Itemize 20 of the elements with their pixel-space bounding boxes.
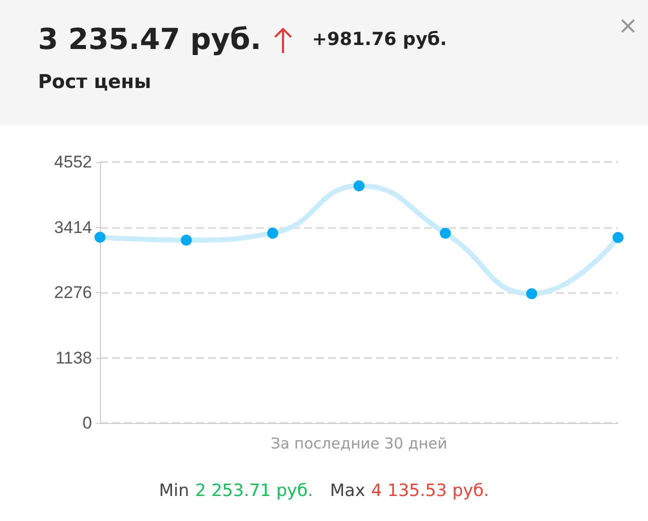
text: Max: [330, 481, 366, 501]
y-tick-label: 3414: [54, 218, 92, 237]
text: Min: [158, 481, 190, 501]
text: 4 135.53 руб.: [371, 481, 490, 501]
point: [526, 288, 538, 300]
chart-subtitle: Рост цены: [38, 71, 152, 93]
point: [267, 228, 278, 239]
chart-title: 3 235.47 руб.: [38, 22, 262, 56]
text: 2 253.71 руб.: [195, 481, 313, 501]
point: [354, 180, 364, 192]
point: [94, 232, 106, 243]
y-tick-label: 0: [82, 414, 92, 432]
point: [612, 232, 624, 243]
y-tick-label: 4552: [54, 152, 92, 172]
text: +981.76 руб.: [312, 29, 447, 50]
point: [180, 234, 192, 246]
y-tick-label: 1138: [55, 348, 92, 368]
x-axis-title: За последние 30 дней: [270, 434, 448, 452]
point: [440, 228, 451, 239]
y-tick-label: 2276: [54, 283, 92, 302]
